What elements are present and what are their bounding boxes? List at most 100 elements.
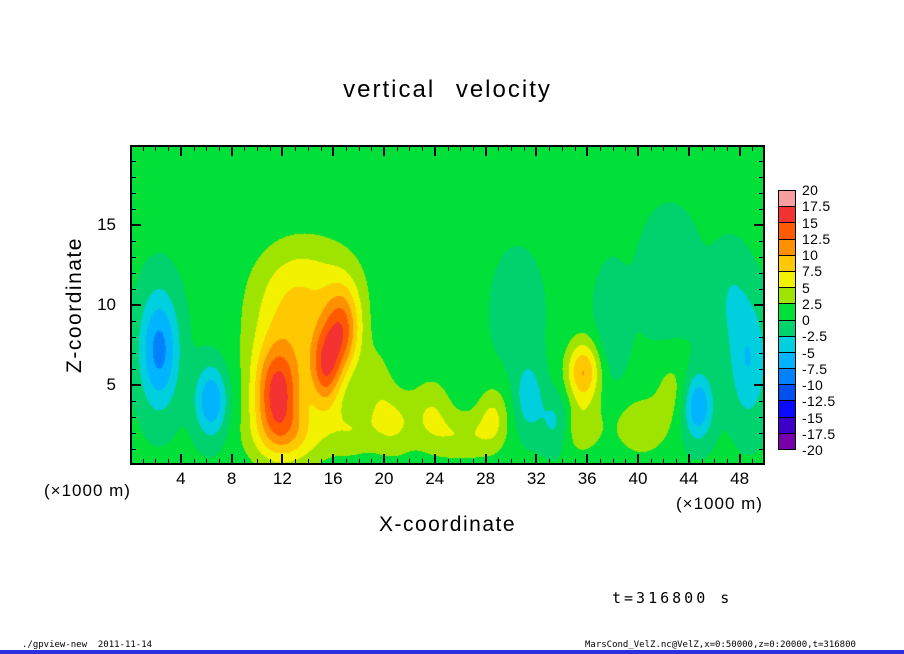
colorbar-label: 17.5 bbox=[802, 198, 831, 215]
colorbar-cell bbox=[779, 255, 795, 272]
x-tick-label: 8 bbox=[226, 469, 237, 488]
tick-mark bbox=[409, 147, 410, 151]
plot-area bbox=[130, 145, 765, 465]
tick-mark bbox=[132, 161, 136, 162]
tick-mark bbox=[485, 147, 487, 156]
tick-mark bbox=[460, 147, 461, 151]
tick-mark bbox=[702, 459, 703, 463]
file-footer: MarsCond_VelZ.nc@VelZ,x=0:50000,z=0:2000… bbox=[585, 640, 856, 650]
tick-mark bbox=[759, 209, 763, 210]
tick-mark bbox=[359, 459, 360, 463]
tick-mark bbox=[180, 454, 182, 463]
colorbar-cell bbox=[779, 352, 795, 370]
tick-mark bbox=[759, 433, 763, 434]
tick-mark bbox=[281, 147, 283, 156]
tick-mark bbox=[143, 459, 144, 463]
tick-mark bbox=[754, 224, 763, 226]
tick-mark bbox=[219, 147, 220, 151]
tick-mark bbox=[295, 147, 296, 151]
tick-mark bbox=[346, 459, 347, 463]
tick-mark bbox=[132, 353, 136, 354]
tick-mark bbox=[257, 147, 258, 151]
tick-mark bbox=[206, 459, 207, 463]
x-tick-label: 20 bbox=[374, 469, 394, 488]
tick-mark bbox=[739, 147, 741, 156]
x-tick-label: 4 bbox=[176, 469, 186, 488]
tick-mark bbox=[371, 147, 372, 151]
x-tick-label: 16 bbox=[323, 469, 343, 488]
tick-mark bbox=[651, 459, 652, 463]
tick-mark bbox=[194, 459, 195, 463]
tick-mark bbox=[295, 459, 296, 463]
tick-mark bbox=[194, 147, 195, 151]
colorbar-cell bbox=[779, 207, 795, 224]
x-tick-label: 24 bbox=[425, 469, 445, 488]
colorbar bbox=[778, 190, 796, 450]
tick-mark bbox=[759, 321, 763, 322]
tick-mark bbox=[625, 147, 626, 151]
tick-mark bbox=[448, 459, 449, 463]
tick-mark bbox=[132, 289, 136, 290]
colorbar-label: 5 bbox=[802, 279, 811, 296]
x-tick-label: 36 bbox=[577, 469, 597, 488]
tick-mark bbox=[752, 147, 753, 151]
tick-mark bbox=[637, 147, 639, 156]
bottom-bar bbox=[0, 650, 904, 654]
colorbar-label: -20 bbox=[802, 442, 824, 458]
tick-mark bbox=[371, 459, 372, 463]
tick-mark bbox=[231, 454, 233, 463]
tick-mark bbox=[132, 401, 136, 402]
tick-mark bbox=[143, 147, 144, 151]
tick-mark bbox=[637, 454, 639, 463]
colorbar-cell bbox=[779, 433, 795, 449]
tick-mark bbox=[524, 459, 525, 463]
colorbar-label: -15 bbox=[802, 409, 824, 426]
tick-mark bbox=[422, 147, 423, 151]
tick-mark bbox=[132, 241, 136, 242]
y-tick-label: 5 bbox=[106, 375, 116, 394]
colorbar-label: -7.5 bbox=[802, 360, 828, 377]
tick-mark bbox=[308, 147, 309, 151]
y-axis-unit-label: (×1000 m) bbox=[44, 481, 131, 500]
colorbar-cell bbox=[779, 288, 795, 305]
tick-mark bbox=[231, 147, 233, 156]
colorbar-label: -5 bbox=[802, 344, 816, 361]
tick-mark bbox=[498, 459, 499, 463]
tick-mark bbox=[600, 459, 601, 463]
tick-mark bbox=[498, 147, 499, 151]
tick-mark bbox=[281, 454, 283, 463]
y-tick-labels: 5 10 15 bbox=[78, 145, 122, 465]
tick-mark bbox=[676, 459, 677, 463]
tick-mark bbox=[132, 417, 136, 418]
tick-mark bbox=[549, 147, 550, 151]
tick-mark bbox=[714, 459, 715, 463]
x-tick-label: 48 bbox=[730, 469, 750, 488]
tick-mark bbox=[132, 273, 136, 274]
tick-mark bbox=[702, 147, 703, 151]
tick-mark bbox=[270, 459, 271, 463]
tick-mark bbox=[422, 459, 423, 463]
tick-mark bbox=[383, 454, 385, 463]
tick-mark bbox=[511, 147, 512, 151]
colorbar-cell bbox=[779, 417, 795, 434]
y-tick-label: 10 bbox=[97, 295, 116, 314]
tick-mark bbox=[759, 161, 763, 162]
tick-mark bbox=[244, 459, 245, 463]
tick-mark bbox=[180, 147, 182, 156]
tick-mark bbox=[168, 147, 169, 151]
tick-mark bbox=[676, 147, 677, 151]
tick-mark bbox=[759, 401, 763, 402]
tick-mark bbox=[448, 147, 449, 151]
x-tick-labels: 4 8 12 16 20 24 28 32 36 40 44 48 bbox=[130, 469, 765, 489]
tick-mark bbox=[575, 459, 576, 463]
colorbar-cell bbox=[779, 320, 795, 337]
tick-mark bbox=[132, 433, 136, 434]
tick-mark bbox=[688, 147, 690, 156]
x-tick-label: 28 bbox=[476, 469, 496, 488]
tick-mark bbox=[739, 454, 741, 463]
colorbar-label: 15 bbox=[802, 214, 819, 231]
tick-mark bbox=[562, 459, 563, 463]
tick-mark bbox=[600, 147, 601, 151]
colorbar-cell bbox=[779, 385, 795, 402]
